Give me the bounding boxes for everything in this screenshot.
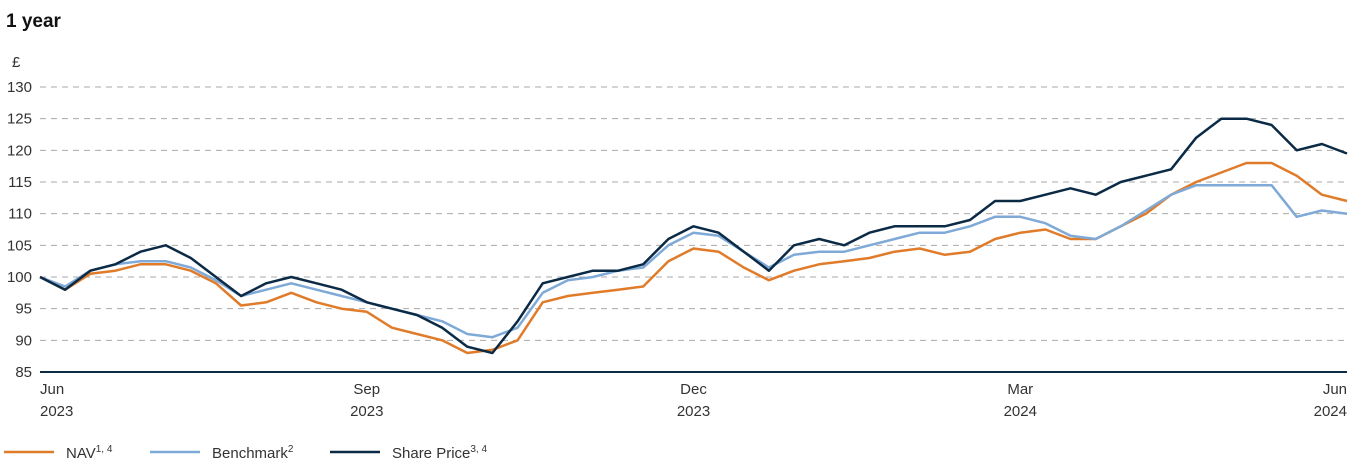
legend-footnote: 2 xyxy=(288,444,294,455)
series-line xyxy=(39,161,1348,355)
series-line xyxy=(39,183,1348,339)
y-tick-label: 85 xyxy=(15,364,32,381)
x-tick-label: Jun 2023 xyxy=(40,381,73,420)
chart-title: 1 year xyxy=(6,11,62,32)
y-tick-label: 115 xyxy=(8,174,32,191)
x-tick-label: Mar 2024 xyxy=(1004,381,1037,420)
series-line xyxy=(39,117,1348,355)
y-unit: £ xyxy=(12,54,21,71)
legend-name: Share Price xyxy=(392,445,470,459)
legend-label: Benchmark2 xyxy=(212,444,294,459)
legend-footnote: 3, 4 xyxy=(470,444,487,455)
y-tick-label: 100 xyxy=(7,269,32,286)
x-tick-label: Dec 2023 xyxy=(677,381,710,420)
y-tick-label: 105 xyxy=(7,237,32,254)
legend-label: NAV1, 4 xyxy=(66,444,113,459)
legend-footnote: 1, 4 xyxy=(96,444,113,455)
legend-name: Benchmark xyxy=(212,445,288,459)
x-tick-label: Sep 2023 xyxy=(350,381,383,420)
y-tick-label: 125 xyxy=(7,111,32,128)
y-tick-label: 120 xyxy=(7,142,32,159)
y-tick-label: 90 xyxy=(15,332,32,349)
x-tick-label: Jun 2024 xyxy=(1314,381,1347,420)
legend-name: NAV xyxy=(66,445,96,459)
y-tick-label: 110 xyxy=(8,206,32,223)
legend-label: Share Price3, 4 xyxy=(392,444,487,459)
y-tick-label: 95 xyxy=(15,301,32,318)
y-tick-label: 130 xyxy=(7,79,32,96)
